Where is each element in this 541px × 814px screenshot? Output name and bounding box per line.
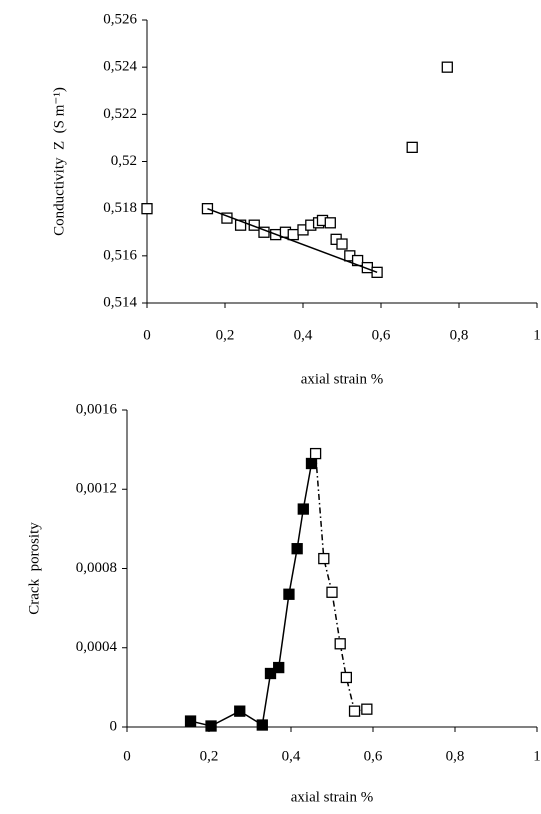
series-line <box>207 207 378 274</box>
marker <box>361 703 373 715</box>
marker <box>340 671 353 684</box>
marker <box>234 219 247 231</box>
marker <box>205 720 217 732</box>
x-tick-label: 0,2 <box>216 327 235 343</box>
marker <box>297 503 309 515</box>
marker <box>336 238 348 250</box>
x-tick-label: 0,8 <box>446 748 465 764</box>
x-tick-label: 1 <box>533 748 541 764</box>
y-tick-label: 0 <box>110 718 118 734</box>
x-tick-label: 0,2 <box>200 748 219 764</box>
y-tick-label: 0,52 <box>111 153 137 169</box>
marker <box>309 447 322 460</box>
y-tick-label: 0,524 <box>103 59 137 75</box>
marker <box>184 715 197 727</box>
marker <box>326 586 338 598</box>
y-tick-label: 0,516 <box>103 247 137 263</box>
marker <box>348 705 361 717</box>
y-tick-label: 0,518 <box>103 200 137 216</box>
x-tick-label: 0,6 <box>364 748 383 764</box>
marker <box>283 588 295 600</box>
x-tick-label: 0,4 <box>282 748 301 764</box>
marker <box>287 228 299 241</box>
marker <box>273 661 285 674</box>
marker <box>234 705 246 717</box>
y-tick-label: 0,0012 <box>76 481 117 497</box>
y-axis-title: Conductivity Z (S m⁻¹) <box>51 87 67 236</box>
y-tick-label: 0,522 <box>103 106 137 122</box>
marker <box>291 543 303 555</box>
marker <box>334 638 346 650</box>
x-tick-label: 0 <box>123 748 131 764</box>
marker <box>248 219 260 231</box>
marker <box>256 719 268 731</box>
y-axis-title: Crack porosity <box>26 522 42 615</box>
marker <box>264 667 277 680</box>
x-tick-label: 0,8 <box>450 327 469 343</box>
x-tick-label: 0,4 <box>294 327 313 343</box>
x-axis-title: axial strain % <box>301 371 383 387</box>
marker <box>141 203 153 215</box>
y-tick-label: 0,526 <box>103 11 137 27</box>
y-tick-label: 0,0004 <box>76 639 118 655</box>
marker <box>305 457 318 470</box>
y-tick-label: 0,0016 <box>76 401 118 417</box>
marker <box>441 61 453 73</box>
y-tick-label: 0,514 <box>103 294 137 310</box>
x-tick-label: 1 <box>533 327 541 343</box>
x-tick-label: 0,6 <box>372 327 391 343</box>
marker <box>406 141 418 154</box>
marker <box>318 552 330 565</box>
marker <box>324 217 336 229</box>
x-tick-label: 0 <box>143 327 151 343</box>
x-axis-title: axial strain % <box>291 789 373 805</box>
y-tick-label: 0,0008 <box>76 560 117 576</box>
